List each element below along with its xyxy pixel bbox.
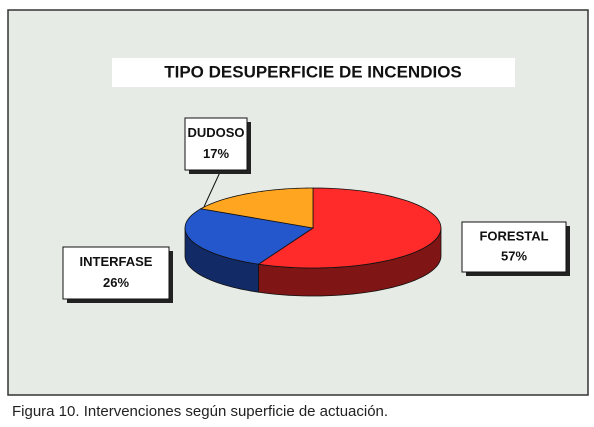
pie-slice (199, 187, 314, 229)
label-box (62, 246, 170, 300)
slice-top (257, 187, 442, 269)
value-label: 57% (501, 248, 527, 263)
value-label: 26% (103, 275, 129, 290)
slice-label: FORESTAL (479, 228, 548, 243)
label-box (184, 117, 248, 171)
chart-title: TIPO DESUPERFICIE DE INCENDIOS (164, 62, 462, 81)
value-label: 17% (203, 146, 229, 161)
slice-top (199, 187, 314, 229)
slice-label: INTERFASE (80, 254, 153, 269)
leader-line (203, 169, 222, 207)
title-box (112, 58, 515, 87)
label-box (461, 221, 567, 273)
slice-label: DUDOSO (187, 125, 244, 140)
caption: Figura 10. Intervenciones según superfic… (12, 403, 388, 420)
